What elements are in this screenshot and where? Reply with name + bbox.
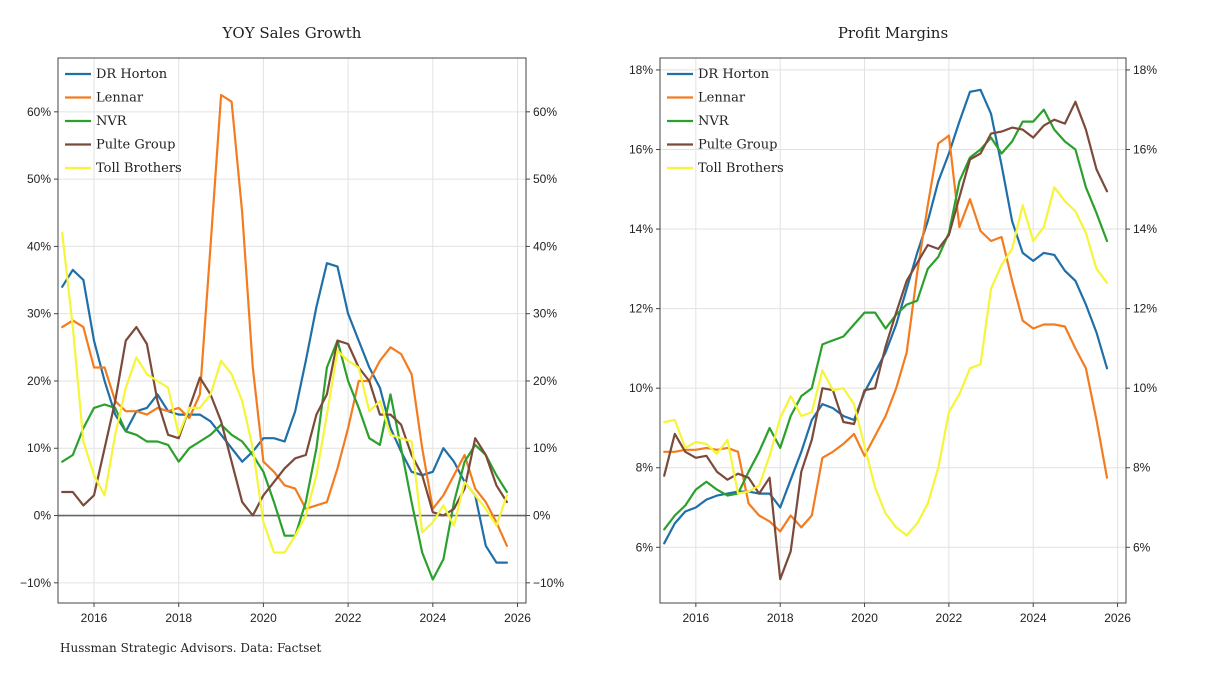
y-tick-label-right: 50% [533,172,557,186]
y-tick-label-left: 14% [629,222,653,236]
y-tick-label-left: −10% [20,576,51,590]
y-tick-label-left: 60% [27,105,51,119]
sales-growth-panel: YOY Sales Growth 2016 2018 2020 2022 2024 202… [20,24,564,625]
legend-label: Toll Brothers [96,161,182,176]
series-line-toll-brothers [61,231,508,554]
y-tick-label-right: 6% [1133,540,1151,554]
legend-label: DR Horton [698,67,770,82]
y-tick-label-right: 10% [1133,381,1157,395]
profit-margins-plot-frame [659,57,1127,604]
y-tick-label-right: 60% [533,105,557,119]
x-tick-label: 2018 [165,611,192,625]
profit-margins-panel: Profit Margins 2016 2018 2020 2022 2024 2026 6… [629,24,1157,625]
series-line-lennar [663,134,1109,533]
y-tick-label-right: 20% [533,374,557,388]
y-tick-label-left: 8% [636,461,654,475]
y-tick-label-right: 0% [533,509,551,523]
series-line-nvr [61,339,508,581]
y-tick-label-right: 30% [533,307,557,321]
y-tick-label-left: 20% [27,374,51,388]
y-tick-label-right: 16% [1133,142,1157,156]
profit-margins-title: Profit Margins [838,24,948,42]
y-tick-label-left: 12% [629,302,653,316]
x-tick-label: 2024 [1020,611,1047,625]
x-tick-label: 2020 [250,611,277,625]
x-tick-label: 2026 [1104,611,1131,625]
legend-label: Lennar [96,91,144,106]
sales-growth-legend: DR Horton Lennar NVR Pulte Group Toll Brothe… [65,67,182,176]
y-tick-label-left: 18% [629,63,653,77]
legend-label: NVR [96,114,128,129]
y-tick-label-right: −10% [533,576,564,590]
y-tick-label-left: 0% [34,509,52,523]
y-tick-label-right: 40% [533,239,557,253]
sales-growth-plot-frame [57,57,527,604]
x-tick-label: 2018 [767,611,794,625]
series-line-dr-horton [61,262,508,564]
series-line-dr-horton [663,88,1109,545]
y-tick-label-right: 8% [1133,461,1151,475]
y-tick-label-right: 14% [1133,222,1157,236]
series-line-pulte-group [61,326,508,517]
x-tick-label: 2016 [682,611,709,625]
legend-label: Lennar [698,91,746,106]
x-tick-label: 2022 [936,611,963,625]
x-tick-label: 2026 [504,611,531,625]
y-tick-label-left: 10% [629,381,653,395]
profit-margins-legend: DR Horton Lennar NVR Pulte Group Toll Brothe… [667,67,784,176]
series-line-toll-brothers [663,186,1109,537]
y-tick-label-right: 18% [1133,63,1157,77]
y-tick-label-left: 30% [27,307,51,321]
x-tick-label: 2016 [81,611,108,625]
source-note: Hussman Strategic Advisors. Data: Factse… [60,641,321,655]
y-tick-label-left: 16% [629,142,653,156]
y-tick-label-left: 40% [27,239,51,253]
sales-growth-title: YOY Sales Growth [222,24,362,42]
legend-label: Toll Brothers [698,161,784,176]
y-tick-label-left: 6% [636,540,654,554]
x-tick-label: 2024 [419,611,446,625]
legend-label: Pulte Group [96,138,175,153]
y-tick-label-right: 10% [533,441,557,455]
y-tick-label-left: 10% [27,441,51,455]
y-tick-label-right: 12% [1133,302,1157,316]
legend-label: NVR [698,114,730,129]
x-tick-label: 2022 [335,611,362,625]
x-tick-label: 2020 [851,611,878,625]
y-tick-label-left: 50% [27,172,51,186]
legend-label: Pulte Group [698,138,777,153]
series-line-pulte-group [663,100,1109,581]
legend-label: DR Horton [96,67,168,82]
